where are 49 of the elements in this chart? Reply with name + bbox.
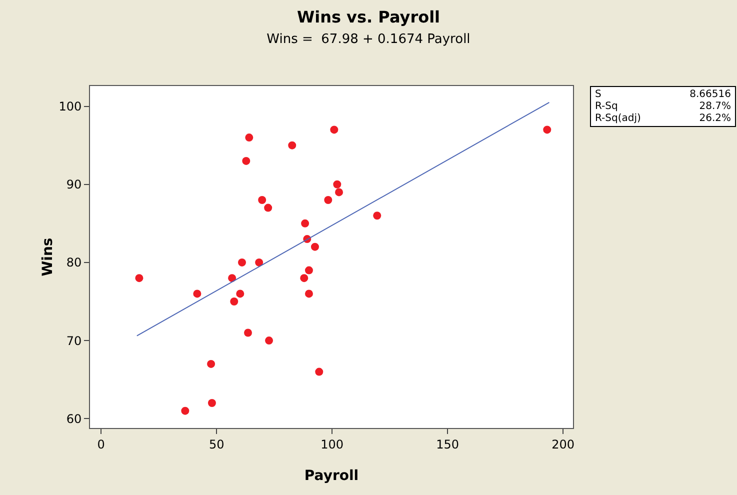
point: [324, 196, 332, 204]
point: [373, 212, 382, 220]
point: [230, 298, 238, 306]
point: [181, 406, 190, 415]
point: [236, 290, 244, 298]
text: R-Sq(adj): [595, 113, 642, 124]
point: [335, 188, 344, 196]
point: [265, 336, 274, 345]
y-axis-title: Wins: [40, 238, 56, 276]
y-tick-label: 80: [66, 256, 82, 270]
y-tick-label: 70: [66, 334, 82, 348]
point: [543, 126, 552, 134]
point: [288, 141, 296, 150]
point: [315, 368, 324, 376]
point: [304, 290, 313, 298]
text: 28.7%: [698, 101, 731, 112]
point: [255, 258, 264, 266]
text: S: [595, 89, 602, 100]
text: 8.66516: [690, 89, 731, 100]
chart-title: Wins vs. Payroll: [296, 7, 440, 26]
point: [264, 204, 272, 212]
y-tick-label: 60: [66, 412, 82, 426]
text: 26.2%: [698, 113, 731, 124]
point: [244, 328, 252, 337]
x-tick-label: 150: [436, 437, 460, 452]
point: [301, 219, 310, 228]
x-tick-label: 50: [208, 437, 224, 452]
point: [310, 242, 319, 251]
point: [333, 180, 342, 188]
point: [193, 290, 202, 298]
point: [304, 266, 313, 274]
point: [330, 126, 338, 134]
point: [238, 258, 246, 266]
x-axis-title: Payroll: [304, 468, 359, 484]
text: R-Sq: [595, 101, 619, 112]
x-tick-label: 0: [97, 437, 105, 452]
point: [135, 274, 144, 282]
chart-subtitle: Wins = 67.98 + 0.1674 Payroll: [266, 32, 470, 48]
point: [242, 156, 250, 165]
point: [207, 360, 216, 368]
point: [300, 274, 308, 282]
x-tick-label: 100: [320, 437, 344, 452]
point: [258, 196, 266, 204]
y-tick-label: 90: [66, 178, 82, 192]
point: [245, 134, 254, 142]
point: [208, 399, 216, 408]
point: [228, 274, 236, 282]
x-tick-label: 200: [552, 437, 575, 452]
y-tick-label: 100: [58, 100, 82, 114]
